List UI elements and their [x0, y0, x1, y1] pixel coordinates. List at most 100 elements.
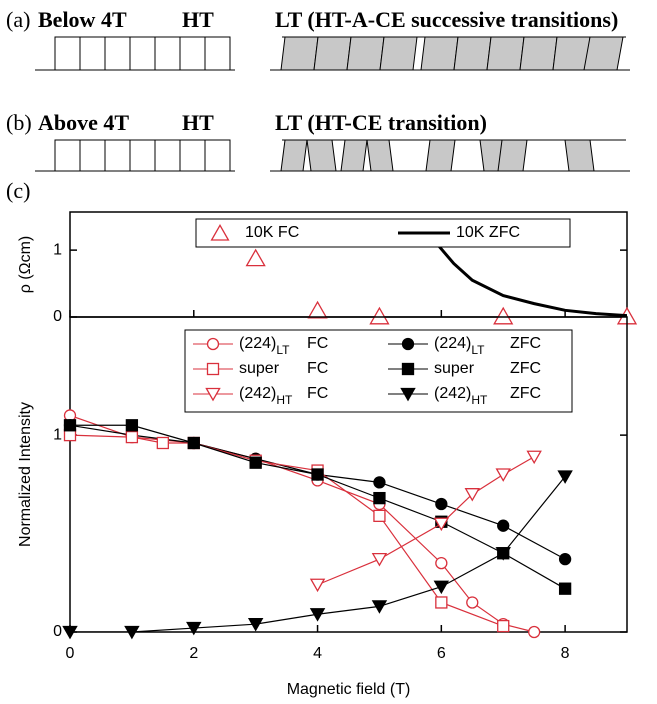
lt-cell: [519, 36, 558, 71]
lt-cell: [340, 139, 368, 172]
legend-condition: ZFC: [510, 385, 541, 402]
marker: [309, 608, 326, 622]
series-line: [70, 414, 535, 632]
marker: [311, 468, 324, 481]
series-line: [70, 424, 566, 560]
marker: [247, 617, 264, 632]
legend-label: 10K ZFC: [456, 224, 520, 241]
marker: [528, 625, 541, 639]
lt-cell: [583, 36, 624, 71]
marker: [245, 248, 266, 267]
legend-box: [184, 329, 573, 413]
legend-condition: FC: [307, 335, 328, 352]
ht-cells: [54, 36, 231, 71]
panel-label: (a): [6, 7, 30, 32]
condition: Below 4T: [38, 7, 127, 32]
marker: [495, 547, 511, 561]
marker: [309, 578, 326, 593]
legend-label: super: [239, 360, 280, 377]
lt-cell: [453, 36, 492, 71]
marker: [249, 456, 262, 469]
marker: [371, 553, 388, 567]
marker: [156, 436, 169, 450]
marker: [558, 582, 572, 595]
legend-condition: FC: [307, 360, 328, 377]
marker: [557, 470, 573, 484]
marker: [63, 419, 77, 432]
x-tick-label: 6: [437, 645, 446, 662]
legend-label: super: [434, 360, 475, 377]
lt-cell: [420, 36, 459, 71]
marker: [373, 509, 386, 522]
marker: [307, 300, 328, 319]
y-axis-label: ρ (Ωcm): [17, 236, 34, 294]
x-tick-label: 2: [189, 645, 198, 662]
lt-cell: [486, 36, 525, 71]
lt-cell: [564, 139, 595, 172]
lt-cell: [379, 36, 418, 71]
marker: [433, 517, 450, 532]
marker: [466, 596, 479, 609]
plot-frame: [69, 316, 628, 633]
marker: [373, 491, 386, 505]
x-axis-label: Magnetic field (T): [287, 681, 411, 698]
phase-label: HT: [182, 7, 214, 32]
lt-cell: [497, 139, 528, 172]
lt-cell: [366, 139, 394, 172]
lt-cell: [346, 36, 385, 71]
marker: [497, 519, 510, 532]
condition: Above 4T: [38, 110, 129, 135]
marker: [497, 619, 510, 633]
lt-cell: [313, 36, 352, 71]
legend-box: [195, 218, 571, 248]
y-tick-label: 1: [53, 241, 62, 258]
legend-condition: ZFC: [510, 335, 541, 352]
series-line: [430, 237, 627, 317]
lt-cell: [425, 139, 456, 172]
panel-label: (b): [6, 110, 32, 135]
marker: [401, 362, 415, 376]
marker: [373, 476, 386, 489]
y-tick-label: 0: [53, 308, 62, 325]
legend-label: 10K FC: [245, 224, 299, 241]
schematic: [35, 36, 630, 172]
legend-label: (242)HT: [239, 385, 293, 407]
marker: [186, 621, 202, 636]
marker: [400, 387, 416, 402]
legend-condition: FC: [307, 385, 328, 402]
phase-label: LT (HT-CE transition): [275, 110, 487, 135]
marker: [495, 468, 511, 482]
panel-label: (c): [6, 178, 30, 203]
marker: [205, 387, 221, 402]
marker: [558, 553, 572, 566]
marker: [125, 419, 139, 432]
legend-label: (224)LT: [434, 335, 485, 357]
ht-cells: [54, 139, 231, 172]
marker: [206, 362, 220, 376]
x-tick-label: 4: [313, 645, 322, 662]
marker: [369, 306, 390, 325]
marker: [435, 497, 448, 511]
series-line: [70, 424, 566, 590]
marker: [210, 223, 230, 241]
marker: [124, 625, 140, 640]
legend-label: (242)HT: [434, 385, 488, 407]
legend-label: (224)LT: [239, 335, 290, 357]
marker: [433, 580, 450, 595]
marker: [493, 306, 514, 325]
marker: [464, 488, 480, 502]
marker: [187, 436, 200, 450]
y-axis-label: Normalized Intensity: [17, 402, 34, 547]
lt-cell: [280, 36, 319, 71]
marker: [206, 337, 220, 351]
marker: [435, 596, 448, 609]
marker: [526, 450, 542, 465]
phase-label: LT (HT-A-CE successive transitions): [275, 7, 618, 32]
marker: [62, 625, 78, 640]
x-tick-label: 8: [561, 645, 570, 662]
x-tick-label: 0: [66, 645, 75, 662]
legend-condition: ZFC: [510, 360, 541, 377]
marker: [401, 337, 415, 351]
phase-label: HT: [182, 110, 214, 135]
